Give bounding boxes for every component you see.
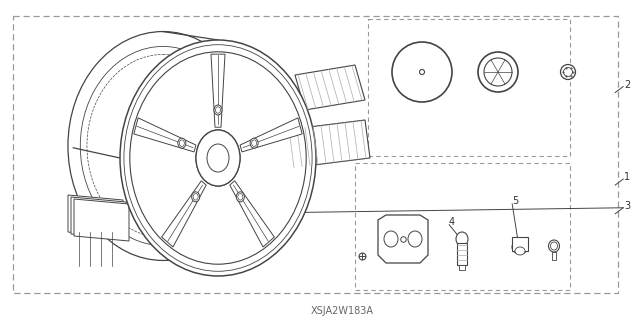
Polygon shape bbox=[162, 181, 206, 247]
Bar bbox=[459, 265, 465, 270]
Ellipse shape bbox=[214, 105, 222, 115]
Text: 1: 1 bbox=[624, 172, 630, 182]
Ellipse shape bbox=[419, 70, 424, 75]
Ellipse shape bbox=[196, 130, 240, 186]
Polygon shape bbox=[134, 118, 196, 152]
Text: 3: 3 bbox=[624, 201, 630, 211]
Bar bbox=[13, 16, 618, 293]
Ellipse shape bbox=[207, 144, 229, 172]
Bar bbox=[457, 243, 467, 265]
Ellipse shape bbox=[191, 192, 200, 202]
Ellipse shape bbox=[120, 40, 316, 276]
Text: XSJA2W183A: XSJA2W183A bbox=[311, 306, 374, 316]
Polygon shape bbox=[211, 54, 225, 127]
Text: 4: 4 bbox=[448, 217, 454, 227]
Ellipse shape bbox=[68, 32, 258, 260]
Text: 5: 5 bbox=[512, 196, 518, 206]
Ellipse shape bbox=[236, 192, 244, 202]
Polygon shape bbox=[285, 120, 370, 168]
Ellipse shape bbox=[478, 52, 518, 92]
Bar bbox=[512, 237, 528, 251]
Ellipse shape bbox=[484, 58, 512, 86]
Ellipse shape bbox=[548, 240, 559, 252]
Polygon shape bbox=[295, 65, 365, 110]
Ellipse shape bbox=[561, 64, 575, 79]
Ellipse shape bbox=[193, 194, 198, 200]
Bar bbox=[552, 252, 556, 260]
Bar bbox=[368, 19, 570, 156]
Ellipse shape bbox=[179, 140, 184, 146]
Ellipse shape bbox=[196, 130, 240, 186]
Polygon shape bbox=[378, 215, 428, 263]
Ellipse shape bbox=[252, 140, 257, 146]
Ellipse shape bbox=[563, 68, 573, 77]
Ellipse shape bbox=[178, 138, 186, 148]
Ellipse shape bbox=[206, 143, 230, 174]
Polygon shape bbox=[74, 199, 129, 241]
Polygon shape bbox=[68, 195, 123, 237]
Polygon shape bbox=[71, 197, 126, 239]
Ellipse shape bbox=[515, 247, 525, 255]
Polygon shape bbox=[240, 118, 302, 152]
Polygon shape bbox=[230, 181, 275, 247]
Ellipse shape bbox=[512, 240, 528, 254]
Text: 2: 2 bbox=[624, 79, 630, 90]
Ellipse shape bbox=[456, 232, 468, 246]
Ellipse shape bbox=[392, 42, 452, 102]
Ellipse shape bbox=[216, 107, 221, 113]
Ellipse shape bbox=[250, 138, 258, 148]
Ellipse shape bbox=[238, 194, 243, 200]
Bar bbox=[355, 163, 570, 290]
